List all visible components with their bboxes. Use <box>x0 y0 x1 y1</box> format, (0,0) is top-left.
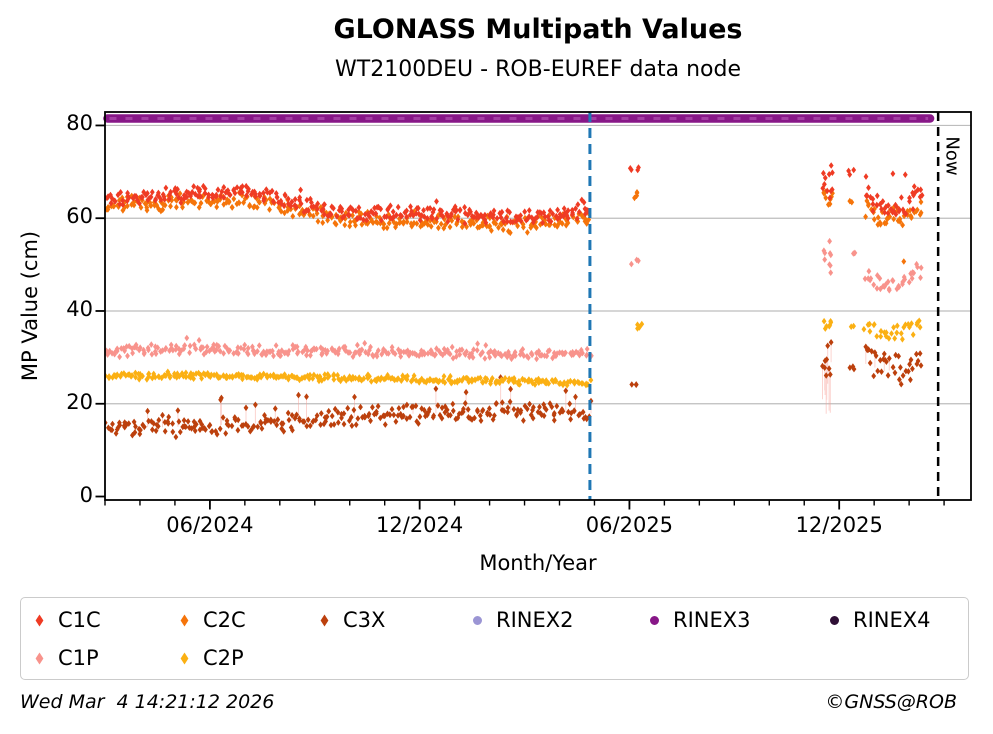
legend-label: C2P <box>203 646 244 670</box>
series-C1P <box>105 237 924 363</box>
diamond-marker-icon <box>35 652 44 664</box>
plot-timestamp: Wed Mar 4 14:21:12 2026 <box>20 691 275 713</box>
chart-title: GLONASS Multipath Values <box>333 14 743 45</box>
legend-label: C2C <box>203 608 246 632</box>
legend-item-RINEX3: RINEX3 <box>646 607 751 633</box>
y-tick-label: 80 <box>66 111 93 136</box>
legend-item-C2P: C2P <box>176 645 244 671</box>
diamond-marker-icon <box>180 652 189 664</box>
legend-label: RINEX4 <box>853 608 931 632</box>
x-tick-label: 06/2024 <box>166 513 254 537</box>
legend-item-C3X: C3X <box>316 607 385 633</box>
legend-label: C1C <box>58 608 101 632</box>
legend-item-C1C: C1C <box>31 607 101 633</box>
legend-item-C2C: C2C <box>176 607 246 633</box>
circle-marker-icon <box>650 615 659 625</box>
x-tick-label: 12/2025 <box>795 513 883 537</box>
y-tick-label: 20 <box>66 389 93 414</box>
now-annotation-label: Now <box>941 136 963 176</box>
y-tick-label: 40 <box>66 296 93 321</box>
diamond-marker-icon <box>35 614 44 626</box>
legend-item-C1P: C1P <box>31 645 99 671</box>
legend-item-RINEX2: RINEX2 <box>469 607 574 633</box>
y-tick-label: 0 <box>79 482 93 507</box>
circle-marker-icon <box>473 615 482 625</box>
x-tick-label: 06/2025 <box>585 513 674 537</box>
legend: C1C C2C C3X RINEX2 RINEX3 RINEX4 C1P C2P <box>20 597 969 680</box>
circle-marker-icon <box>830 615 839 625</box>
x-axis-title: Month/Year <box>479 551 597 575</box>
legend-label: RINEX2 <box>496 608 574 632</box>
diamond-marker-icon <box>180 614 189 626</box>
plot-spines <box>104 111 972 501</box>
legend-label: C3X <box>343 608 386 632</box>
diamond-marker-icon <box>320 614 329 626</box>
copyright-notice: ©GNSS@ROB <box>825 691 957 713</box>
y-axis-title: MP Value (cm) <box>18 230 42 382</box>
legend-label: C1P <box>58 646 99 670</box>
y-tick-label: 60 <box>66 204 93 229</box>
chart-subtitle: WT2100DEU - ROB-EUREF data node <box>335 57 741 82</box>
legend-label: RINEX3 <box>673 608 751 632</box>
series-C1C <box>105 162 925 227</box>
legend-item-RINEX4: RINEX4 <box>826 607 931 633</box>
x-tick-label: 12/2024 <box>376 513 464 537</box>
series-C2C <box>105 188 924 265</box>
